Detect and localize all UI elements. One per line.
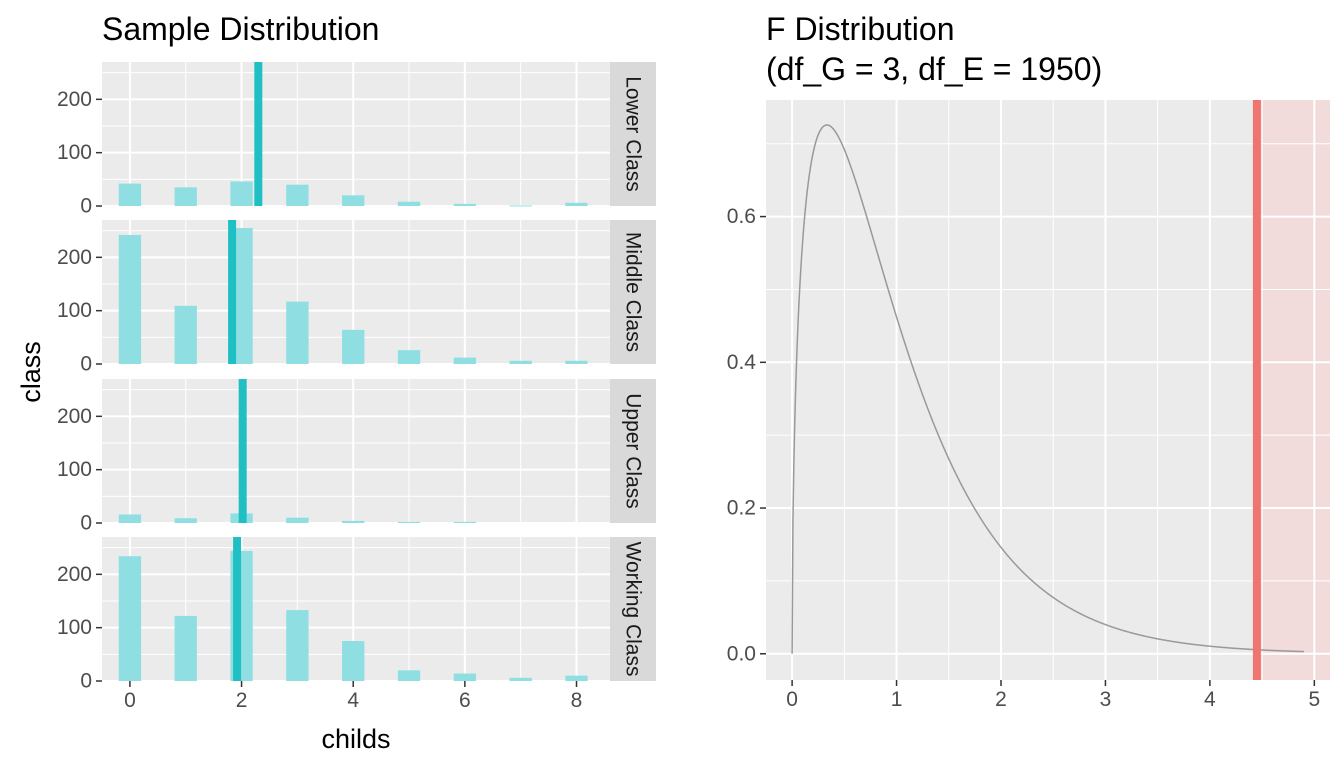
facet-strip (610, 220, 656, 364)
f-density-curve (791, 124, 1304, 654)
y-tick-label: 0 (80, 353, 92, 376)
histogram-bar (342, 641, 365, 681)
facet-lower-class: Lower Class 0 100 200 (57, 62, 656, 218)
left-chart-title: Sample Distribution (102, 11, 379, 47)
histogram-bar (453, 673, 477, 681)
histogram-bar (565, 360, 588, 364)
rejection-region (1256, 100, 1330, 680)
x-tick-label: 0 (124, 689, 136, 712)
histogram-bar (397, 350, 421, 364)
histogram-bar (453, 203, 477, 206)
x-tick-label: 2 (995, 688, 1007, 711)
histogram-bar (118, 183, 142, 206)
y-tick-label: 0.6 (727, 205, 756, 228)
facet-strip-label: Working Class (622, 542, 645, 677)
histogram-bar (286, 184, 309, 206)
left-y-axis-label: class (16, 341, 46, 403)
histogram-bar (286, 301, 309, 364)
histogram-bar (342, 329, 365, 364)
histogram-bar (509, 205, 532, 207)
facet-strip (610, 62, 656, 206)
x-tick-label: 6 (459, 689, 471, 712)
left-x-axis-label: childs (321, 724, 390, 754)
y-tick-label: 0 (80, 512, 92, 535)
histogram-bar (174, 305, 197, 364)
y-tick-label: 200 (57, 563, 92, 586)
histogram-bar (565, 202, 588, 206)
histogram-bar (453, 521, 477, 523)
y-tick-label: 0.2 (727, 497, 756, 520)
histogram-bar (174, 187, 197, 206)
x-tick-label: 2 (236, 689, 248, 712)
histogram-bar (286, 517, 309, 523)
y-tick-label: 100 (57, 141, 92, 164)
y-tick-label: 0 (80, 670, 92, 693)
x-tick-label: 5 (1308, 688, 1320, 711)
f-distribution-panel: 0 1 2 3 4 5 0.0 0.2 0.4 0.6 (727, 100, 1330, 711)
facet-strip (610, 537, 656, 681)
facet-strip-label: Middle Class (622, 232, 645, 352)
histogram-bar (342, 520, 365, 523)
histogram-bar (286, 610, 309, 681)
right-chart-title: F Distribution (766, 11, 955, 47)
histogram-bar (118, 556, 142, 681)
histogram-bar (453, 357, 477, 364)
y-tick-label: 200 (57, 88, 92, 111)
histogram-bar (397, 670, 421, 681)
histogram-bar (397, 201, 421, 206)
histogram-bar (174, 615, 197, 681)
y-tick-label: 0 (80, 195, 92, 218)
facet-panel-background (102, 62, 610, 206)
histogram-bar (397, 521, 421, 523)
facet-middle-class: Middle Class 0 100 200 (57, 220, 656, 376)
y-tick-label: 200 (57, 405, 92, 428)
y-tick-label: 100 (57, 616, 92, 639)
x-tick-label: 8 (571, 689, 583, 712)
facet-strip (610, 379, 656, 523)
y-tick-label: 100 (57, 458, 92, 481)
facet-upper-class: Upper Class 0 100 200 (57, 379, 656, 535)
histogram-bar (174, 518, 197, 523)
histogram-bar (118, 234, 142, 364)
y-tick-label: 0.4 (727, 351, 757, 374)
histogram-bar (118, 514, 142, 523)
y-tick-label: 100 (57, 299, 92, 322)
x-tick-label: 1 (891, 688, 903, 711)
histogram-bar (230, 181, 253, 206)
x-tick-label: 3 (1100, 688, 1112, 711)
x-tick-label: 0 (786, 688, 798, 711)
sample-distribution-chart: Sample Distribution class childs Lower C… (16, 11, 656, 754)
f-distribution-chart: F Distribution (df_G = 3, df_E = 1950) 0… (727, 11, 1330, 711)
facet-panel-background (102, 379, 610, 523)
histogram-bar (342, 195, 365, 206)
histogram-bar (509, 677, 532, 681)
right-chart-subtitle: (df_G = 3, df_E = 1950) (766, 51, 1102, 87)
histogram-bar (509, 360, 532, 364)
histogram-bar (565, 675, 588, 681)
x-tick-label: 4 (1204, 688, 1216, 711)
facet-strip-label: Lower Class (622, 76, 645, 192)
facet-strip-label: Upper Class (622, 393, 645, 509)
facet-working-class: Working Class 0 100 200 (57, 537, 656, 693)
x-tick-label: 4 (347, 689, 359, 712)
y-tick-label: 0.0 (727, 642, 756, 665)
y-tick-label: 200 (57, 246, 92, 269)
